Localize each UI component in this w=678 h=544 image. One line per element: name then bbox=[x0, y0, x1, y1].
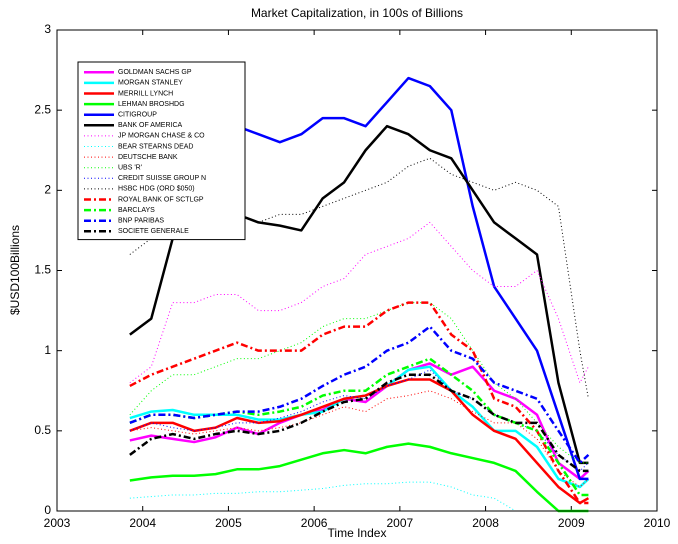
x-tick-label: 2005 bbox=[215, 516, 242, 530]
legend-label: JP MORGAN CHASE & CO bbox=[118, 133, 205, 140]
y-tick-label: 0 bbox=[44, 503, 51, 517]
y-tick-label: 1.5 bbox=[34, 263, 51, 277]
x-tick-label: 2003 bbox=[44, 516, 71, 530]
series-line bbox=[129, 373, 589, 473]
x-tick-label: 2008 bbox=[472, 516, 499, 530]
x-tick-label: 2009 bbox=[558, 516, 585, 530]
series-line bbox=[129, 301, 589, 505]
legend-label: DEUTSCHE BANK bbox=[118, 154, 178, 161]
legend-label: GOLDMAN SACHS GP bbox=[118, 69, 192, 76]
legend-label: MERRILL LYNCH bbox=[118, 90, 173, 97]
y-tick-label: 3 bbox=[44, 22, 51, 36]
x-tick-label: 2006 bbox=[301, 516, 328, 530]
legend-label: CREDIT SUISSE GROUP N bbox=[118, 175, 206, 182]
x-tick-label: 2010 bbox=[644, 516, 671, 530]
legend-label: BANK OF AMERICA bbox=[118, 122, 183, 129]
legend-label: BEAR STEARNS DEAD bbox=[118, 143, 193, 150]
series-line bbox=[129, 325, 590, 465]
legend-label: HSBC HDG (ORD $050) bbox=[118, 186, 195, 193]
series-line bbox=[129, 157, 589, 399]
series-line bbox=[129, 362, 590, 481]
y-tick-label: 0.5 bbox=[34, 423, 51, 437]
y-axis-label: $USD100Billions bbox=[8, 225, 22, 315]
series-line bbox=[129, 442, 589, 513]
x-tick-label: 2004 bbox=[129, 516, 156, 530]
y-tick-label: 1 bbox=[44, 343, 51, 357]
legend-label: LEHMAN BROSHDG bbox=[118, 101, 185, 108]
legend-label: CITIGROUP bbox=[118, 112, 157, 119]
x-tick-label: 2007 bbox=[387, 516, 414, 530]
series-line bbox=[129, 302, 589, 464]
x-axis-label: Time Index bbox=[328, 526, 387, 540]
legend-label: MORGAN STANLEY bbox=[118, 80, 183, 87]
legend-label: BNP PARIBAS bbox=[118, 218, 164, 225]
legend-label: UBS 'R' bbox=[118, 165, 142, 172]
legend-label: BARCLAYS bbox=[118, 207, 155, 214]
chart-title: Market Capitalization, in 100s of Billio… bbox=[251, 6, 463, 20]
legend-label: ROYAL BANK OF SCTLGP bbox=[118, 196, 204, 203]
legend-box bbox=[77, 61, 246, 241]
legend-label: SOCIETE GENERALE bbox=[118, 228, 189, 235]
legend: GOLDMAN SACHS GP MORGAN STANLEY MERRILL LY… bbox=[77, 61, 246, 241]
y-tick-label: 2.5 bbox=[34, 102, 51, 116]
axes-frame bbox=[56, 29, 658, 512]
series-line bbox=[129, 481, 516, 512]
y-tick-label: 2 bbox=[44, 183, 51, 197]
